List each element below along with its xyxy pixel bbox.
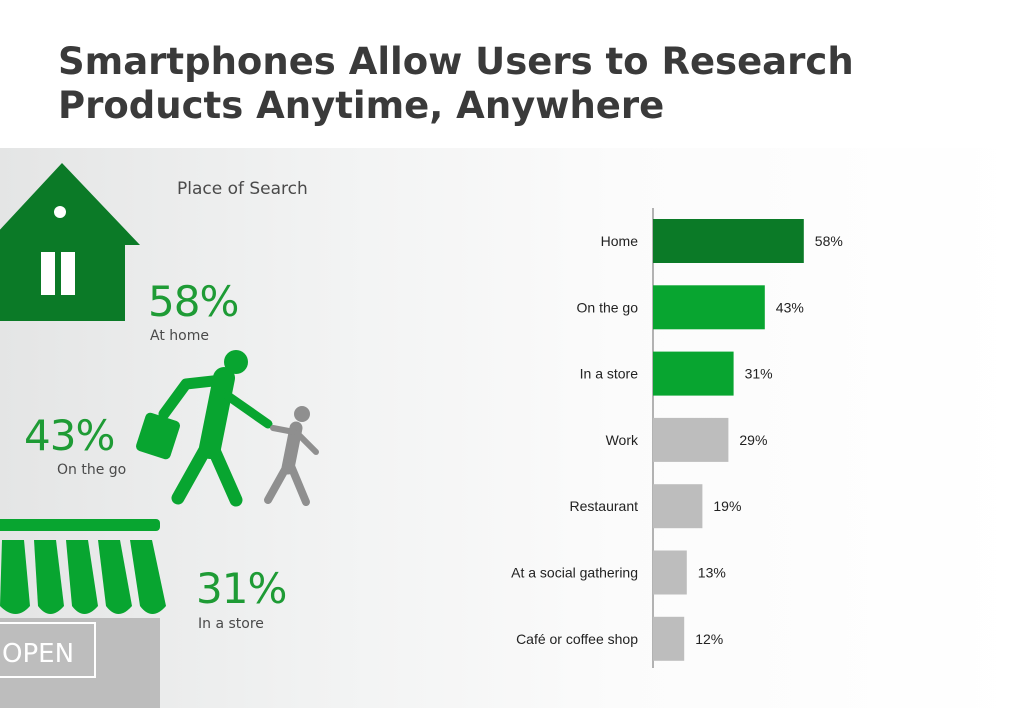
- bar: [653, 616, 685, 661]
- value-label: 29%: [739, 432, 767, 448]
- on-the-go-stat-value: 43%: [24, 411, 115, 460]
- bar: [653, 351, 734, 396]
- bar: [653, 550, 687, 595]
- open-sign: OPEN: [2, 639, 74, 669]
- category-label: Work: [606, 432, 639, 448]
- content-panel: OPEN Place of Search 58% At home 43% On …: [0, 148, 1024, 708]
- category-label: Café or coffee shop: [516, 631, 638, 647]
- category-label: On the go: [577, 299, 639, 315]
- bar: [653, 417, 729, 462]
- title-line-2: Products Anytime, Anywhere: [58, 84, 665, 127]
- bar-chart: Home 58% On the go 43% In a store 31% Work 29% R…: [511, 208, 843, 668]
- title-line-1: Smartphones Allow Users to Research: [58, 40, 854, 83]
- value-label: 43%: [776, 299, 804, 315]
- category-label: Home: [601, 233, 639, 249]
- page-title: Smartphones Allow Users to Research Prod…: [58, 40, 958, 128]
- storefront-icon: [0, 519, 166, 708]
- home-stat-label: At home: [150, 328, 209, 344]
- category-label: At a social gathering: [511, 565, 638, 581]
- bar: [653, 484, 703, 529]
- in-store-stat-label: In a store: [198, 616, 264, 632]
- home-stat-value: 58%: [148, 277, 239, 326]
- on-the-go-stat-label: On the go: [57, 462, 127, 478]
- category-label: Restaurant: [570, 498, 639, 514]
- category-label: In a store: [580, 366, 639, 382]
- in-store-stat-value: 31%: [196, 564, 287, 613]
- value-label: 58%: [815, 233, 843, 249]
- value-label: 12%: [695, 631, 723, 647]
- value-label: 31%: [745, 366, 773, 382]
- illustration: OPEN: [0, 163, 319, 708]
- chart-subtitle: Place of Search: [177, 179, 308, 199]
- value-label: 19%: [713, 498, 741, 514]
- walking-people-icon: [136, 350, 319, 507]
- house-icon: [0, 163, 140, 321]
- bar: [653, 219, 804, 263]
- bar: [653, 285, 765, 330]
- value-label: 13%: [698, 565, 726, 581]
